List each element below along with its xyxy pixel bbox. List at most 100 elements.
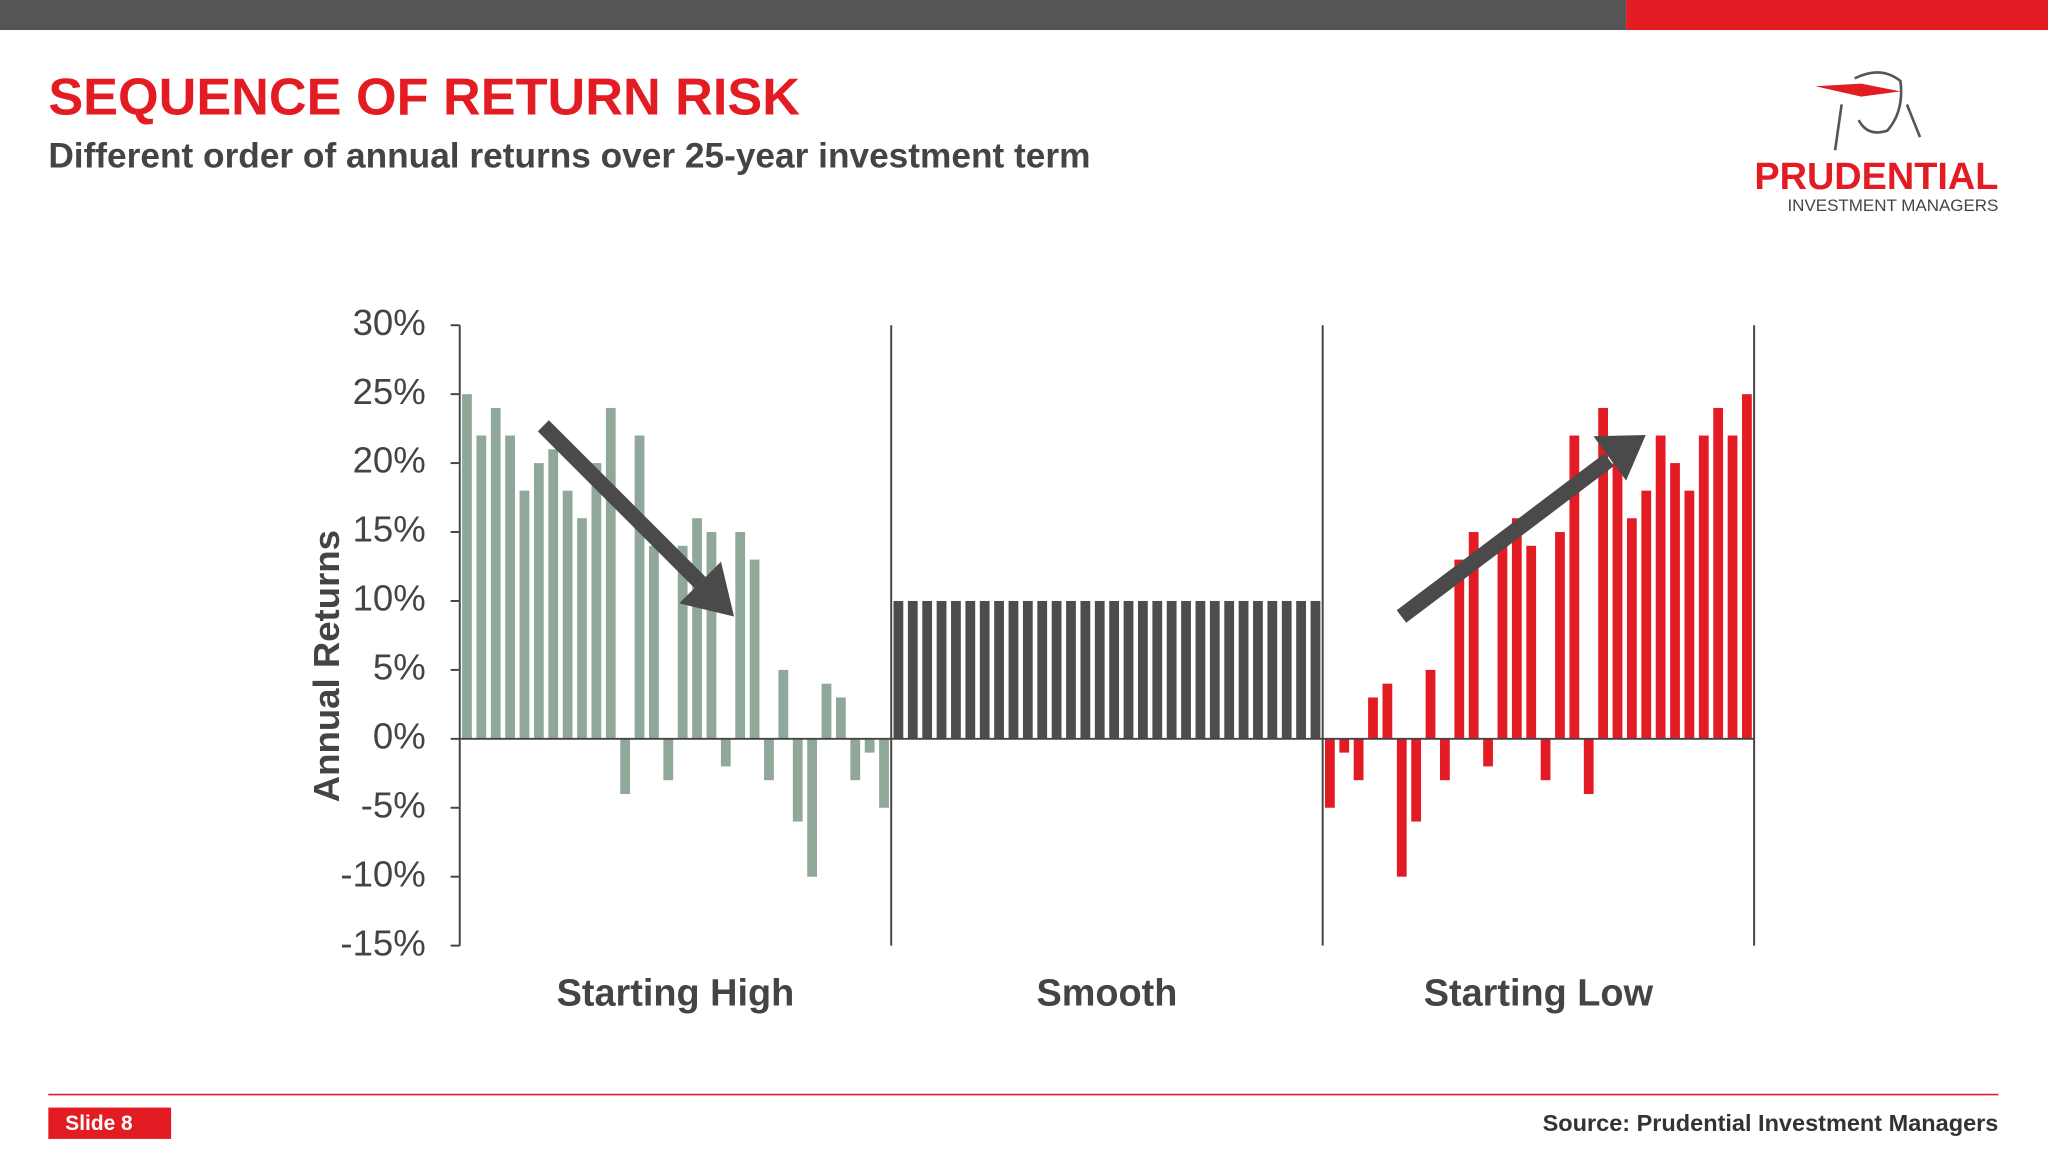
bar xyxy=(864,738,875,753)
y-axis-label: Annual Returns xyxy=(306,530,347,802)
bar xyxy=(1511,518,1522,739)
bar xyxy=(1181,600,1191,739)
bar xyxy=(807,738,818,877)
bar xyxy=(1526,545,1537,739)
bar xyxy=(1008,600,1019,739)
bar xyxy=(1641,490,1652,739)
bar xyxy=(1612,463,1623,739)
bar xyxy=(778,669,789,739)
bar xyxy=(706,532,717,739)
bar xyxy=(1497,545,1508,739)
arrow-head xyxy=(679,561,735,617)
bar xyxy=(1713,407,1724,739)
subtitle: Different order of annual returns over 2… xyxy=(48,136,1090,175)
bar xyxy=(1123,600,1134,739)
y-tick-label: 5% xyxy=(373,647,426,688)
bar xyxy=(605,407,616,739)
bar xyxy=(1382,683,1393,739)
trend-arrow-up xyxy=(1396,453,1614,623)
bar xyxy=(505,435,515,739)
bar xyxy=(1166,600,1177,739)
category-label: Smooth xyxy=(1036,972,1177,1014)
category-label: Starting High xyxy=(557,972,795,1014)
bar xyxy=(533,463,544,739)
bar xyxy=(462,394,472,739)
bar xyxy=(1195,600,1206,739)
bar xyxy=(620,738,631,794)
bar xyxy=(1238,600,1249,739)
y-tick-label: 30% xyxy=(353,302,426,343)
title: SEQUENCE OF RETURN RISK xyxy=(48,68,800,126)
arrows xyxy=(537,420,1646,623)
bar xyxy=(1022,600,1033,739)
bar xyxy=(749,559,760,739)
bar xyxy=(1094,600,1105,739)
bar xyxy=(677,545,688,739)
bar xyxy=(1396,738,1407,877)
bar xyxy=(1109,600,1120,739)
logo-name: PRUDENTIAL xyxy=(1754,156,1998,198)
bar xyxy=(951,600,961,739)
bar xyxy=(1626,518,1637,739)
y-tick-label: -15% xyxy=(340,922,425,963)
top-bar xyxy=(0,0,1627,31)
bar xyxy=(1698,435,1709,739)
bar xyxy=(1152,600,1163,739)
y-tick-label: 0% xyxy=(373,715,426,756)
bar xyxy=(1051,600,1062,739)
bar xyxy=(835,697,846,739)
bar xyxy=(1483,738,1493,767)
bar xyxy=(1310,600,1321,739)
trend-arrow-down xyxy=(537,420,706,589)
bar xyxy=(1339,738,1350,753)
logo: PRUDENTIAL INVESTMENT MANAGERS xyxy=(1754,71,1998,215)
bar xyxy=(1138,600,1148,739)
bar xyxy=(1037,600,1048,739)
y-tick-label: -10% xyxy=(340,853,425,894)
bar xyxy=(850,738,861,781)
y-tick-label: 25% xyxy=(353,371,426,412)
source: Source: Prudential Investment Managers xyxy=(1543,1110,1999,1136)
bar xyxy=(1598,407,1609,739)
arrow-head xyxy=(1593,434,1646,481)
bar xyxy=(1742,394,1752,739)
bar xyxy=(1253,600,1263,739)
bar xyxy=(1080,600,1091,739)
bar xyxy=(1684,490,1695,739)
bar xyxy=(1267,600,1278,739)
bar xyxy=(1727,435,1738,739)
bar xyxy=(1324,738,1335,808)
bar xyxy=(1209,600,1220,739)
bar xyxy=(1569,435,1580,739)
bar xyxy=(1296,600,1306,739)
bar xyxy=(1583,738,1594,794)
bar xyxy=(649,545,659,739)
bar xyxy=(1281,600,1292,739)
bar xyxy=(1425,669,1436,739)
bar xyxy=(720,738,731,767)
y-tick-label: -5% xyxy=(361,784,426,825)
bar xyxy=(1368,697,1378,739)
bar xyxy=(994,600,1004,739)
bar xyxy=(893,600,904,739)
bar xyxy=(519,490,530,739)
bar xyxy=(936,600,947,739)
logo-tagline: INVESTMENT MANAGERS xyxy=(1787,196,1998,215)
bar xyxy=(663,738,674,781)
bar xyxy=(1540,738,1551,781)
logo-face xyxy=(1833,71,1922,151)
bar xyxy=(591,463,602,739)
bar xyxy=(476,435,487,739)
chart: -15% -10% -5% 0% 5% 10% 15% 20% 25% 30% Annual Ret… xyxy=(306,302,1756,1014)
bar xyxy=(1670,463,1680,739)
bar xyxy=(577,518,587,739)
bar xyxy=(764,738,774,781)
y-tick-label: 20% xyxy=(353,440,426,481)
bar xyxy=(1224,600,1235,739)
bar xyxy=(1555,532,1565,739)
logo-band xyxy=(1815,83,1901,97)
bar xyxy=(792,738,803,822)
bar xyxy=(548,449,559,739)
bar xyxy=(1468,532,1479,739)
